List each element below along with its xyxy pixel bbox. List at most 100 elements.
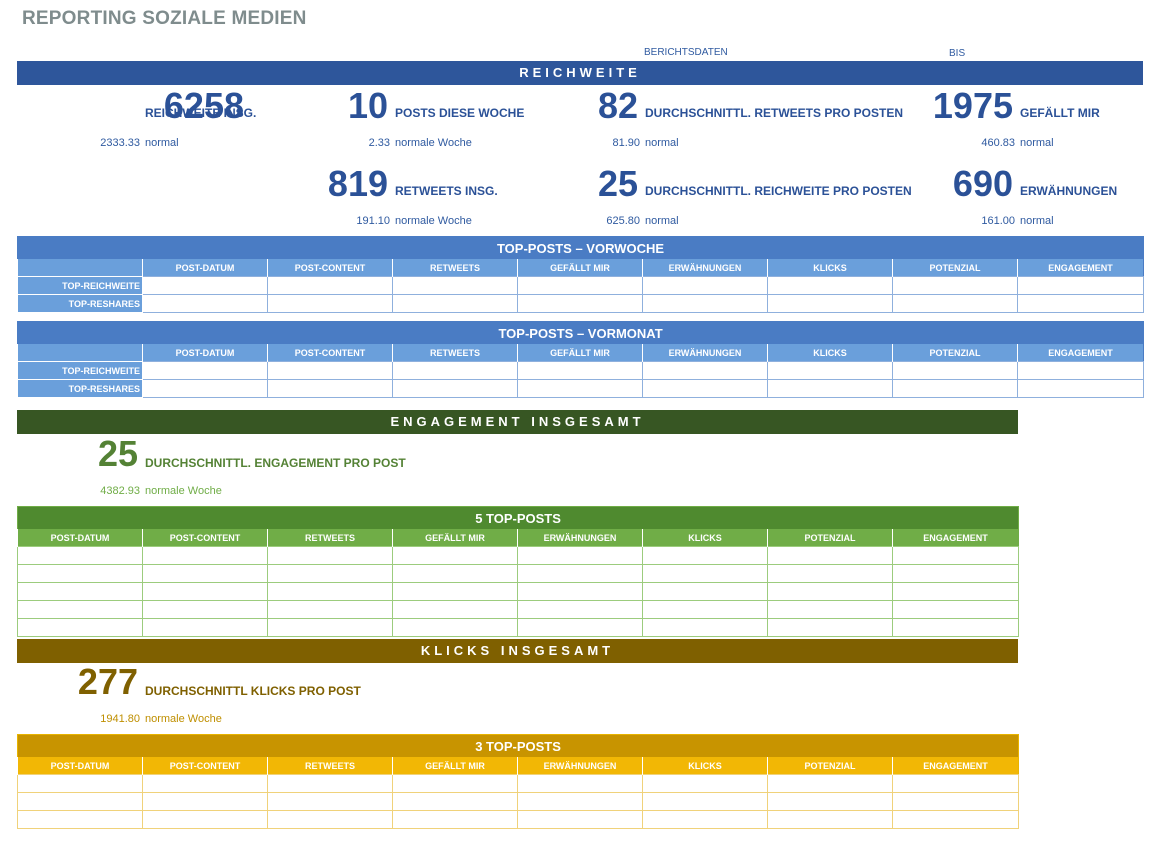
cell[interactable] (17, 774, 143, 793)
cell[interactable] (267, 618, 393, 637)
cell[interactable] (392, 361, 518, 380)
cell[interactable] (517, 810, 643, 829)
cell[interactable] (267, 294, 393, 313)
cell[interactable] (517, 600, 643, 619)
cell[interactable] (392, 600, 518, 619)
cell[interactable] (891, 810, 1020, 829)
cell[interactable] (17, 582, 143, 601)
cell[interactable] (767, 379, 893, 398)
cell[interactable] (142, 810, 268, 829)
cell[interactable] (142, 276, 268, 295)
cell[interactable] (642, 792, 768, 811)
cell[interactable] (142, 379, 268, 398)
kpi-value: 25 (97, 433, 138, 474)
cell[interactable] (767, 600, 893, 619)
cell[interactable] (517, 546, 643, 565)
cell[interactable] (517, 792, 643, 811)
cell[interactable] (642, 774, 768, 793)
cell[interactable] (891, 618, 1020, 637)
cell[interactable] (891, 600, 1020, 619)
cell[interactable] (642, 294, 768, 313)
cell[interactable] (267, 379, 393, 398)
cell[interactable] (392, 276, 518, 295)
cell[interactable] (267, 600, 393, 619)
cell[interactable] (17, 810, 143, 829)
cell[interactable] (1016, 379, 1145, 398)
cell[interactable] (767, 792, 893, 811)
cell[interactable] (891, 582, 1020, 601)
cell[interactable] (142, 774, 268, 793)
cell[interactable] (891, 774, 1020, 793)
cell[interactable] (267, 582, 393, 601)
cell[interactable] (767, 546, 893, 565)
cell[interactable] (517, 361, 643, 380)
cell[interactable] (891, 546, 1020, 565)
cell[interactable] (392, 582, 518, 601)
cell[interactable] (392, 810, 518, 829)
cell[interactable] (642, 564, 768, 583)
cell[interactable] (642, 276, 768, 295)
cell[interactable] (767, 618, 893, 637)
cell[interactable] (17, 564, 143, 583)
cell[interactable] (642, 379, 768, 398)
cell[interactable] (142, 294, 268, 313)
cell[interactable] (267, 276, 393, 295)
cell[interactable] (891, 792, 1020, 811)
cell[interactable] (517, 294, 643, 313)
cell[interactable] (142, 361, 268, 380)
cell[interactable] (142, 600, 268, 619)
cell[interactable] (892, 294, 1018, 313)
cell[interactable] (392, 379, 518, 398)
cell[interactable] (892, 361, 1018, 380)
cell[interactable] (392, 564, 518, 583)
cell[interactable] (892, 379, 1018, 398)
cell[interactable] (642, 546, 768, 565)
cell[interactable] (392, 792, 518, 811)
cell[interactable] (891, 564, 1020, 583)
cell[interactable] (517, 582, 643, 601)
cell[interactable] (267, 774, 393, 793)
cell[interactable] (892, 276, 1018, 295)
cell[interactable] (142, 564, 268, 583)
cell[interactable] (17, 618, 143, 637)
cell[interactable] (642, 600, 768, 619)
cell[interactable] (1016, 276, 1145, 295)
cell[interactable] (642, 361, 768, 380)
cell[interactable] (767, 276, 893, 295)
cell[interactable] (517, 618, 643, 637)
cell[interactable] (142, 792, 268, 811)
row-label: TOP-REICHWEITE (17, 276, 143, 295)
cell[interactable] (267, 564, 393, 583)
cell[interactable] (517, 379, 643, 398)
cell[interactable] (767, 294, 893, 313)
cell[interactable] (517, 774, 643, 793)
cell[interactable] (767, 564, 893, 583)
cell[interactable] (142, 546, 268, 565)
cell[interactable] (642, 582, 768, 601)
cell[interactable] (1016, 361, 1145, 380)
cell[interactable] (17, 546, 143, 565)
cell[interactable] (17, 792, 143, 811)
cell[interactable] (392, 618, 518, 637)
cell[interactable] (17, 600, 143, 619)
kpi-label: DURCHSCHNITTL KLICKS PRO POST (145, 684, 361, 698)
cell[interactable] (392, 294, 518, 313)
cell[interactable] (767, 582, 893, 601)
cell[interactable] (517, 564, 643, 583)
cell[interactable] (392, 774, 518, 793)
cell[interactable] (267, 361, 393, 380)
cell[interactable] (642, 810, 768, 829)
cell[interactable] (267, 546, 393, 565)
cell[interactable] (767, 810, 893, 829)
cell[interactable] (392, 546, 518, 565)
cell[interactable] (267, 792, 393, 811)
cell[interactable] (1016, 294, 1145, 313)
cell[interactable] (517, 276, 643, 295)
cell[interactable] (142, 582, 268, 601)
cell[interactable] (267, 810, 393, 829)
cell[interactable] (142, 618, 268, 637)
cell[interactable] (642, 618, 768, 637)
row-label-header (17, 259, 143, 277)
cell[interactable] (767, 774, 893, 793)
cell[interactable] (767, 361, 893, 380)
